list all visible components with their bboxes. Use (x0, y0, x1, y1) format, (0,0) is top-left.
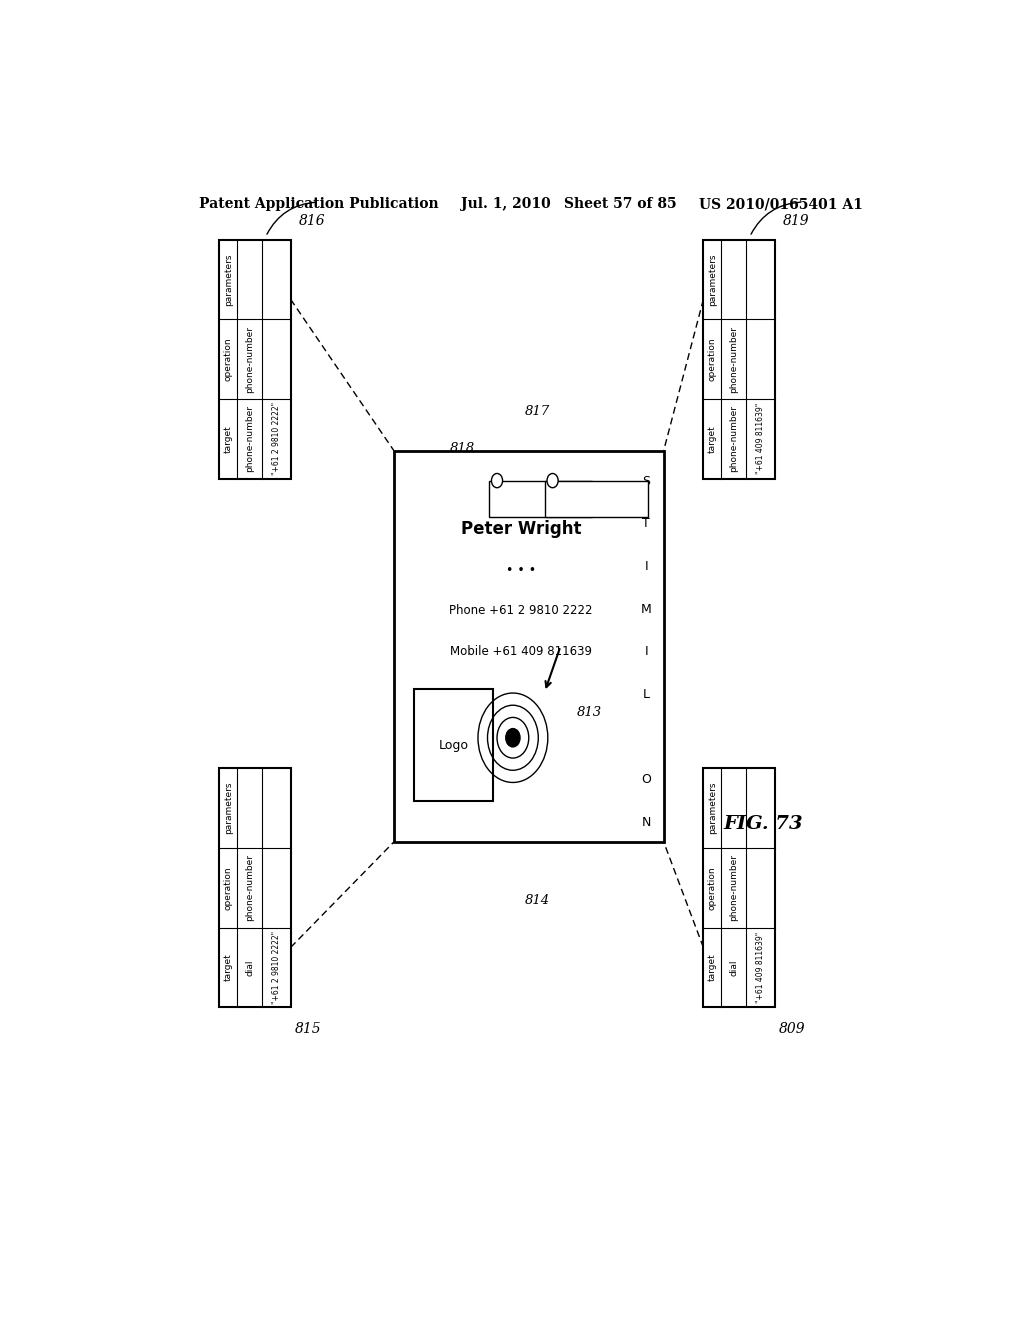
Text: "+61 2 9810 2222": "+61 2 9810 2222" (272, 403, 281, 475)
Text: 814: 814 (524, 895, 550, 907)
Text: parameters: parameters (708, 253, 717, 306)
Text: parameters: parameters (708, 781, 717, 834)
Text: "+61 409 811639": "+61 409 811639" (756, 932, 765, 1003)
Circle shape (506, 729, 520, 747)
Text: 817: 817 (524, 405, 550, 418)
Text: S: S (642, 475, 650, 487)
Text: 818: 818 (450, 442, 474, 454)
Text: phone-number: phone-number (245, 854, 254, 921)
Text: I: I (644, 645, 648, 659)
Text: phone-number: phone-number (729, 405, 738, 473)
Text: parameters: parameters (223, 253, 232, 306)
Text: dial: dial (729, 960, 738, 975)
Text: 815: 815 (295, 1022, 322, 1036)
Text: operation: operation (223, 338, 232, 381)
Text: operation: operation (708, 338, 717, 381)
Circle shape (547, 474, 558, 487)
Text: phone-number: phone-number (729, 326, 738, 393)
Text: T: T (642, 517, 650, 531)
Text: "+61 409 811639": "+61 409 811639" (756, 403, 765, 474)
Text: 819: 819 (782, 214, 809, 227)
Text: phone-number: phone-number (245, 326, 254, 393)
Bar (394, 450, 664, 842)
Bar (703, 768, 775, 1007)
Text: 809: 809 (778, 1022, 806, 1036)
Text: target: target (708, 425, 717, 453)
Text: Sheet 57 of 85: Sheet 57 of 85 (564, 197, 677, 211)
Text: N: N (641, 816, 651, 829)
Text: target: target (223, 953, 232, 981)
Bar (703, 240, 775, 479)
Text: Mobile +61 409 811639: Mobile +61 409 811639 (450, 645, 592, 657)
Text: target: target (223, 425, 232, 453)
Bar (219, 768, 291, 1007)
Text: phone-number: phone-number (245, 405, 254, 473)
Text: Patent Application Publication: Patent Application Publication (200, 197, 439, 211)
Text: Phone +61 2 9810 2222: Phone +61 2 9810 2222 (450, 605, 593, 618)
Text: "+61 2 9810 2222": "+61 2 9810 2222" (272, 931, 281, 1005)
Text: operation: operation (708, 866, 717, 909)
Text: Logo: Logo (438, 739, 468, 752)
Text: phone-number: phone-number (729, 854, 738, 921)
Text: 813: 813 (577, 706, 601, 719)
Text: I: I (644, 560, 648, 573)
Text: Peter Wright: Peter Wright (461, 520, 581, 539)
Text: Jul. 1, 2010: Jul. 1, 2010 (461, 197, 551, 211)
Text: US 2010/0165401 A1: US 2010/0165401 A1 (699, 197, 863, 211)
Text: O: O (641, 774, 651, 787)
Bar (545, 480, 648, 517)
Text: parameters: parameters (223, 781, 232, 834)
Bar (219, 240, 291, 479)
Text: target: target (708, 953, 717, 981)
Text: 816: 816 (299, 214, 326, 227)
Bar (414, 689, 493, 801)
Text: L: L (643, 688, 649, 701)
Text: operation: operation (223, 866, 232, 909)
Text: M: M (641, 603, 651, 615)
Text: dial: dial (245, 960, 254, 975)
Bar (489, 480, 592, 517)
Circle shape (492, 474, 503, 487)
Text: FIG. 73: FIG. 73 (723, 816, 803, 833)
Text: • • •: • • • (506, 564, 536, 577)
